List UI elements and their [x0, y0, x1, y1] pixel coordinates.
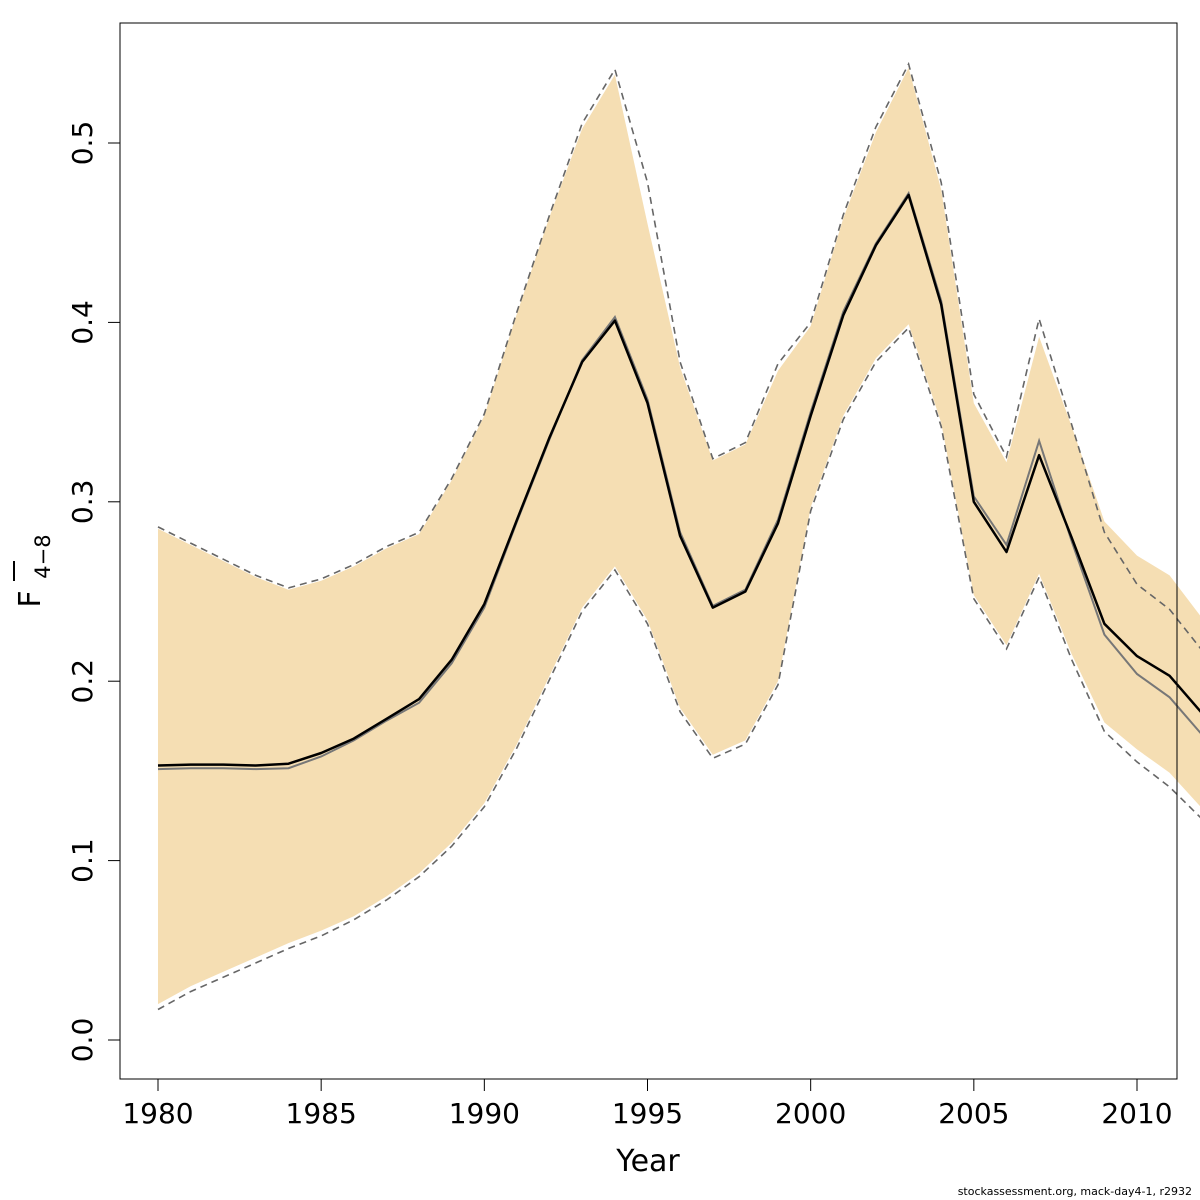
- x-axis: 1980 1985 1990 1995 2000 2005 2010: [122, 1078, 1173, 1130]
- series-line-comparison-lower: [157, 326, 1200, 1011]
- y-tick-label: 0.3: [66, 480, 99, 525]
- y-axis: 0.0 0.1 0.2 0.3 0.4 0.5: [66, 121, 121, 1063]
- x-tick-label: 1990: [449, 1097, 520, 1130]
- x-tick-label: 1995: [612, 1097, 683, 1130]
- series-line-estimate: [157, 193, 1200, 767]
- x-tick-label: 1985: [286, 1097, 357, 1130]
- x-axis-label: Year: [615, 1144, 680, 1179]
- y-tick-label: 0.1: [66, 838, 99, 883]
- y-tick-label: 0.5: [66, 121, 99, 166]
- svg-text:F 4−8: F 4−8: [13, 534, 55, 607]
- y-axis-label: F 4−8: [13, 534, 55, 608]
- x-tick-label: 2000: [775, 1097, 846, 1130]
- x-tick-label: 2005: [938, 1097, 1009, 1130]
- y-axis-label-sub: 4−8: [31, 534, 55, 578]
- y-tick-label: 0.0: [66, 1018, 99, 1063]
- y-tick-label: 0.4: [66, 300, 99, 345]
- footer-note: stockassessment.org, mack-day4-1, r2932: [957, 1185, 1192, 1198]
- series-lines: [157, 190, 1200, 771]
- y-axis-label-main: F: [13, 590, 48, 607]
- x-tick-label: 1980: [122, 1097, 193, 1130]
- x-tick-label: 2010: [1101, 1097, 1172, 1130]
- confidence-bounds: [157, 61, 1200, 1011]
- y-tick-label: 0.2: [66, 659, 99, 704]
